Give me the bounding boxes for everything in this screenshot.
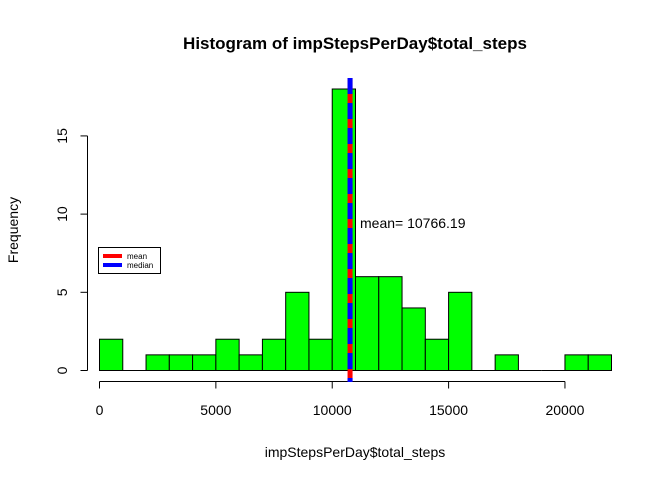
x-tick-label: 15000 — [429, 402, 468, 418]
mean-annotation: mean= 10766.19 — [360, 215, 466, 231]
histogram-bar — [401, 307, 426, 372]
histogram-bar — [215, 338, 240, 372]
legend-box — [98, 247, 161, 274]
histogram-bar — [587, 354, 613, 372]
histogram-bar — [494, 354, 519, 372]
y-tick-label: 0 — [54, 366, 70, 374]
x-tick-label: 20000 — [545, 402, 584, 418]
x-axis-label: impStepsPerDay$total_steps — [265, 444, 446, 460]
x-axis: 0 5000 10000 15000 20000 — [96, 381, 585, 418]
x-tick-label: 5000 — [200, 402, 231, 418]
histogram-bar — [99, 338, 124, 372]
histogram-bar — [261, 338, 287, 372]
histogram-bar — [168, 354, 194, 372]
chart-title: Histogram of impStepsPerDay$total_steps — [183, 34, 527, 53]
histogram-bar — [192, 354, 217, 372]
histogram-bar — [424, 338, 450, 372]
histogram-bar — [238, 354, 263, 372]
bars-group — [99, 88, 613, 372]
histogram-bar — [145, 354, 170, 372]
histogram-bar — [378, 276, 403, 371]
x-tick-label: 0 — [96, 402, 104, 418]
legend-label-mean: mean — [127, 252, 147, 261]
histogram-bar — [308, 338, 333, 372]
histogram-bar — [564, 354, 589, 372]
legend-label-median: median — [127, 261, 153, 270]
y-axis: 0 5 10 15 — [54, 128, 88, 374]
x-tick-label: 10000 — [313, 402, 352, 418]
y-tick-label: 10 — [54, 206, 70, 222]
y-tick-label: 5 — [54, 288, 70, 296]
y-tick-label: 15 — [54, 128, 70, 144]
histogram-bar — [285, 291, 310, 371]
y-axis-label: Frequency — [5, 197, 21, 263]
histogram-bar — [448, 291, 473, 371]
histogram-bar — [355, 276, 380, 371]
